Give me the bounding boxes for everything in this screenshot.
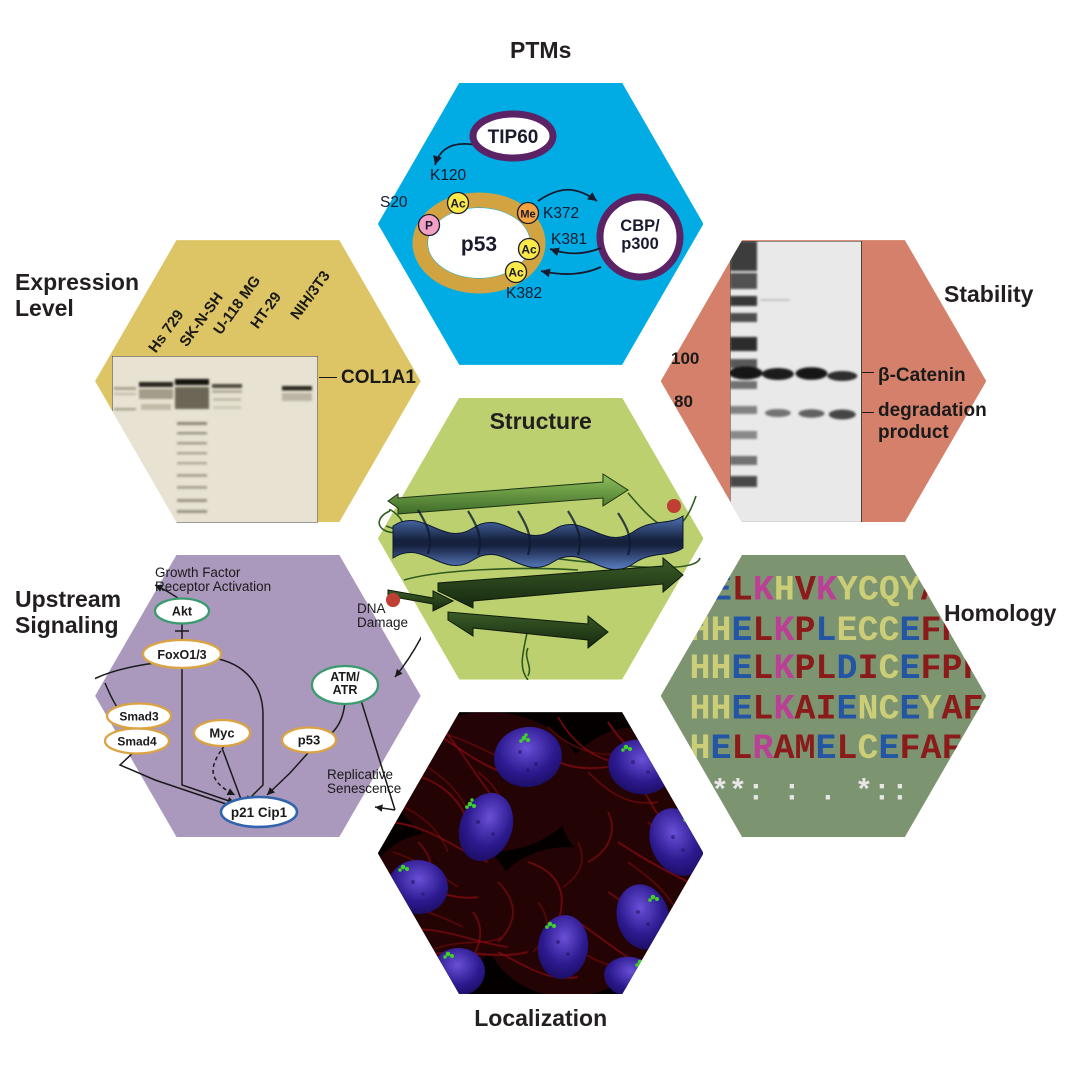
svg-text:p53: p53 <box>461 233 497 256</box>
svg-text:Growth Factor: Growth Factor <box>155 565 241 580</box>
svg-text:Ac: Ac <box>450 196 466 210</box>
svg-text:HHELKPLDICEFPFG: HHELKPLDICEFPFG <box>689 649 986 689</box>
svg-text:p53: p53 <box>298 732 320 747</box>
svg-text:Myc: Myc <box>209 725 234 740</box>
svg-text:TIP60: TIP60 <box>488 127 539 148</box>
svg-text:Smad4: Smad4 <box>117 734 157 748</box>
svg-text:ELKHVKYCQYA: ELKHVKYCQYA <box>711 570 942 610</box>
svg-text:Damage: Damage <box>357 615 408 630</box>
svg-text:K120: K120 <box>430 167 466 184</box>
svg-text:ATM/: ATM/ <box>330 670 360 684</box>
svg-text:HELRAMELCEFAF: HELRAMELCEFAF <box>689 729 962 769</box>
svg-text:DNA: DNA <box>357 601 385 616</box>
svg-text:Senescence: Senescence <box>327 781 401 796</box>
svg-text:Smad3: Smad3 <box>119 709 159 723</box>
svg-text:**: : . *::: **: : . *:: <box>711 775 909 809</box>
svg-text:P: P <box>425 218 433 232</box>
svg-text:HHELKAIENCEYAFN: HHELKAIENCEYAFN <box>689 689 986 729</box>
svg-text:Me: Me <box>520 208 535 220</box>
svg-text:p21 Cip1: p21 Cip1 <box>231 805 288 820</box>
svg-text:ATR: ATR <box>333 683 358 697</box>
svg-text:FoxO1/3: FoxO1/3 <box>157 648 206 662</box>
svg-text:Replicative: Replicative <box>327 767 393 782</box>
svg-text:HHELKPLECCEFPF: HHELKPLECCEFPF <box>689 611 983 651</box>
svg-text:K381: K381 <box>551 231 587 248</box>
svg-text:K372: K372 <box>543 205 579 222</box>
svg-text:Ac: Ac <box>508 265 524 279</box>
svg-text:p300: p300 <box>621 235 659 253</box>
svg-text:CBP/: CBP/ <box>620 217 660 235</box>
svg-text:Ac: Ac <box>521 242 537 256</box>
svg-text:S20: S20 <box>380 194 408 211</box>
svg-text:K382: K382 <box>506 285 542 302</box>
